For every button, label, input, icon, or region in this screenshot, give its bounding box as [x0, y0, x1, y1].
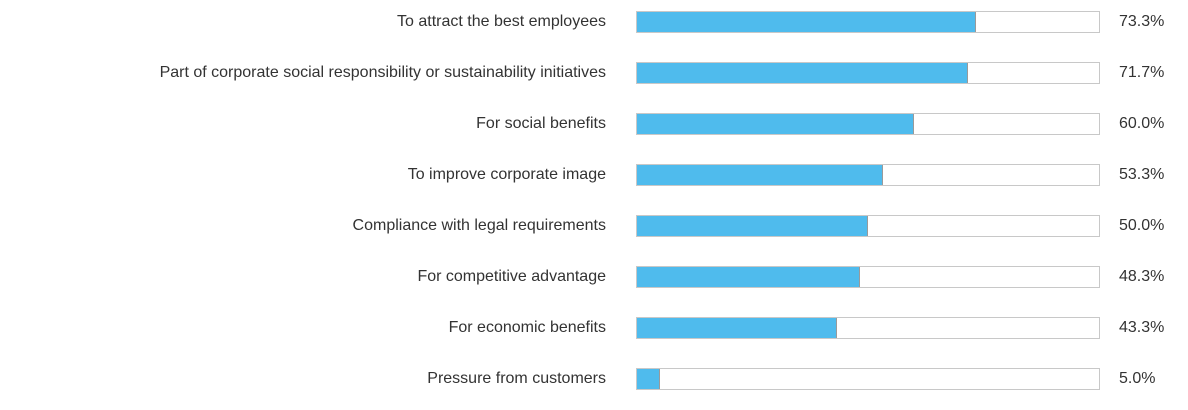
bar-row: For competitive advantage 48.3%: [0, 266, 1188, 288]
bar-track: [636, 164, 1100, 186]
bar-fill: [637, 12, 976, 32]
value-label: 50.0%: [1119, 217, 1165, 234]
bar-track: [636, 266, 1100, 288]
category-label: Pressure from customers: [427, 370, 606, 387]
category-label: For economic benefits: [448, 319, 606, 336]
bar-row: For economic benefits 43.3%: [0, 317, 1188, 339]
value-label: 5.0%: [1119, 370, 1156, 387]
bar-track: [636, 215, 1100, 237]
bar-row: Compliance with legal requirements 50.0%: [0, 215, 1188, 237]
bar-row: Pressure from customers 5.0%: [0, 368, 1188, 390]
bar-row: For social benefits 60.0%: [0, 113, 1188, 135]
category-label: Part of corporate social responsibility …: [159, 64, 606, 81]
bar-fill: [637, 216, 868, 236]
bar-track: [636, 317, 1100, 339]
bar-fill: [637, 267, 860, 287]
bar-track: [636, 368, 1100, 390]
bar-row: To attract the best employees 73.3%: [0, 11, 1188, 33]
value-label: 53.3%: [1119, 166, 1165, 183]
bar-fill: [637, 114, 914, 134]
bar-fill: [637, 369, 660, 389]
bar-row: To improve corporate image 53.3%: [0, 164, 1188, 186]
value-label: 60.0%: [1119, 115, 1165, 132]
bar-fill: [637, 63, 968, 83]
category-label: Compliance with legal requirements: [352, 217, 606, 234]
category-label: To improve corporate image: [407, 166, 606, 183]
bar-fill: [637, 318, 837, 338]
value-label: 48.3%: [1119, 268, 1165, 285]
bar-track: [636, 62, 1100, 84]
bar-track: [636, 11, 1100, 33]
value-label: 43.3%: [1119, 319, 1165, 336]
bar-fill: [637, 165, 883, 185]
bar-track: [636, 113, 1100, 135]
category-label: To attract the best employees: [397, 13, 606, 30]
bar-row: Part of corporate social responsibility …: [0, 62, 1188, 84]
value-label: 73.3%: [1119, 13, 1165, 30]
category-label: For competitive advantage: [417, 268, 606, 285]
category-label: For social benefits: [476, 115, 606, 132]
value-label: 71.7%: [1119, 64, 1165, 81]
